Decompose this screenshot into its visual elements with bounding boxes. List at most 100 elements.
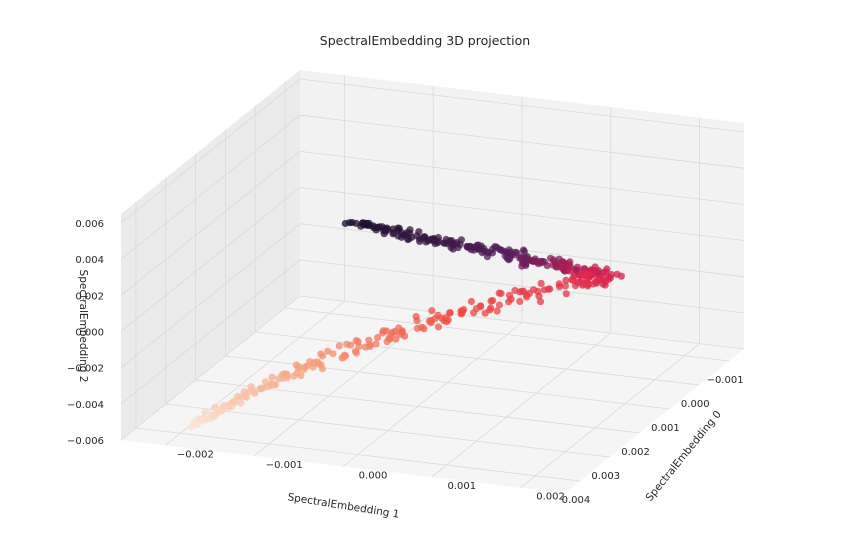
data-point [457, 307, 465, 315]
data-point [335, 342, 343, 350]
data-point [363, 221, 371, 229]
chart-title: SpectralEmbedding 3D projection [320, 33, 530, 48]
data-point [413, 232, 421, 240]
y-tick-label: 0.000 [681, 399, 710, 410]
data-point [516, 288, 524, 296]
data-point [565, 267, 574, 275]
z-tick-label: 0.002 [75, 291, 104, 302]
data-point [559, 263, 567, 271]
data-point [519, 246, 528, 254]
data-point [413, 324, 421, 333]
data-point [339, 353, 347, 361]
data-point [467, 297, 475, 306]
y-tick-label: 0.002 [621, 447, 650, 458]
data-point [237, 393, 245, 401]
data-point [361, 343, 369, 351]
x-tick-label: −0.002 [177, 449, 214, 460]
data-point [214, 405, 222, 413]
data-point [380, 230, 388, 238]
data-point [472, 305, 480, 313]
data-point [617, 272, 626, 280]
data-point [207, 414, 215, 422]
data-point [495, 301, 503, 309]
y-tick-label: −0.001 [707, 375, 744, 386]
data-point [578, 281, 587, 289]
data-point [555, 283, 564, 291]
data-point [372, 226, 380, 234]
y-axis-label: SpectralEmbedding 1 [287, 491, 400, 521]
data-point [543, 262, 551, 270]
data-point [428, 307, 436, 315]
data-point [534, 287, 542, 296]
data-point [562, 290, 570, 298]
grid-x-floor [431, 332, 612, 478]
data-point [352, 337, 360, 345]
data-point [268, 373, 276, 381]
grid-y-floor [135, 427, 580, 482]
grid-z-side [120, 114, 301, 260]
grid-y-floor [285, 307, 730, 362]
z-tick-label: 0.000 [75, 328, 104, 339]
data-point [317, 350, 325, 358]
x-tick-label: 0.002 [536, 492, 565, 503]
data-point [374, 333, 382, 342]
data-point [456, 240, 464, 248]
grid-x-floor [520, 343, 700, 489]
z-tick-label: 0.004 [75, 255, 104, 266]
data-point [505, 298, 513, 306]
data-points [187, 218, 626, 431]
data-point [237, 399, 245, 407]
data-point [243, 393, 251, 401]
data-point [446, 309, 454, 317]
data-point [434, 323, 443, 331]
data-point [293, 369, 301, 377]
data-point [422, 238, 430, 246]
data-point [379, 329, 387, 337]
data-point [438, 314, 446, 322]
grid-x-floor [342, 322, 523, 467]
y-tick-label: 0.003 [591, 471, 620, 482]
data-point [489, 297, 497, 305]
data-point [605, 275, 613, 283]
data-point [483, 253, 491, 261]
grid-z-side [120, 259, 301, 405]
data-point [309, 363, 317, 371]
data-point [493, 307, 501, 315]
grid-z-back [299, 259, 745, 314]
grid-z-back [299, 78, 745, 133]
data-point [404, 235, 412, 244]
z-axis-label: SpectralEmbedding 2 [77, 270, 89, 383]
data-point [447, 243, 455, 252]
data-point [467, 246, 475, 254]
data-point [201, 408, 209, 417]
grid-z-side [120, 223, 301, 368]
data-point [546, 254, 555, 262]
data-point [579, 270, 587, 278]
data-point [259, 384, 267, 392]
z-tick-label: 0.006 [75, 219, 104, 230]
data-point [523, 293, 531, 301]
x-tick-label: −0.001 [266, 460, 303, 471]
data-point [589, 280, 597, 288]
y-tick-label: 0.004 [562, 495, 591, 506]
z-tick-label: −0.006 [67, 436, 104, 447]
grid-z-back [299, 114, 745, 169]
data-point [431, 315, 439, 323]
data-point [489, 245, 497, 253]
data-point [318, 365, 327, 373]
data-point [279, 374, 287, 382]
x-tick-label: 0.000 [359, 471, 388, 482]
data-point [343, 340, 351, 348]
data-point [313, 358, 321, 366]
data-point [569, 276, 577, 284]
data-point [329, 350, 337, 358]
data-point [352, 349, 360, 357]
data-point [601, 281, 609, 289]
data-point [372, 340, 380, 348]
data-point [250, 387, 258, 395]
data-point [571, 282, 580, 290]
data-point [561, 282, 570, 290]
grid-z-back [299, 187, 745, 241]
data-point [198, 417, 206, 425]
